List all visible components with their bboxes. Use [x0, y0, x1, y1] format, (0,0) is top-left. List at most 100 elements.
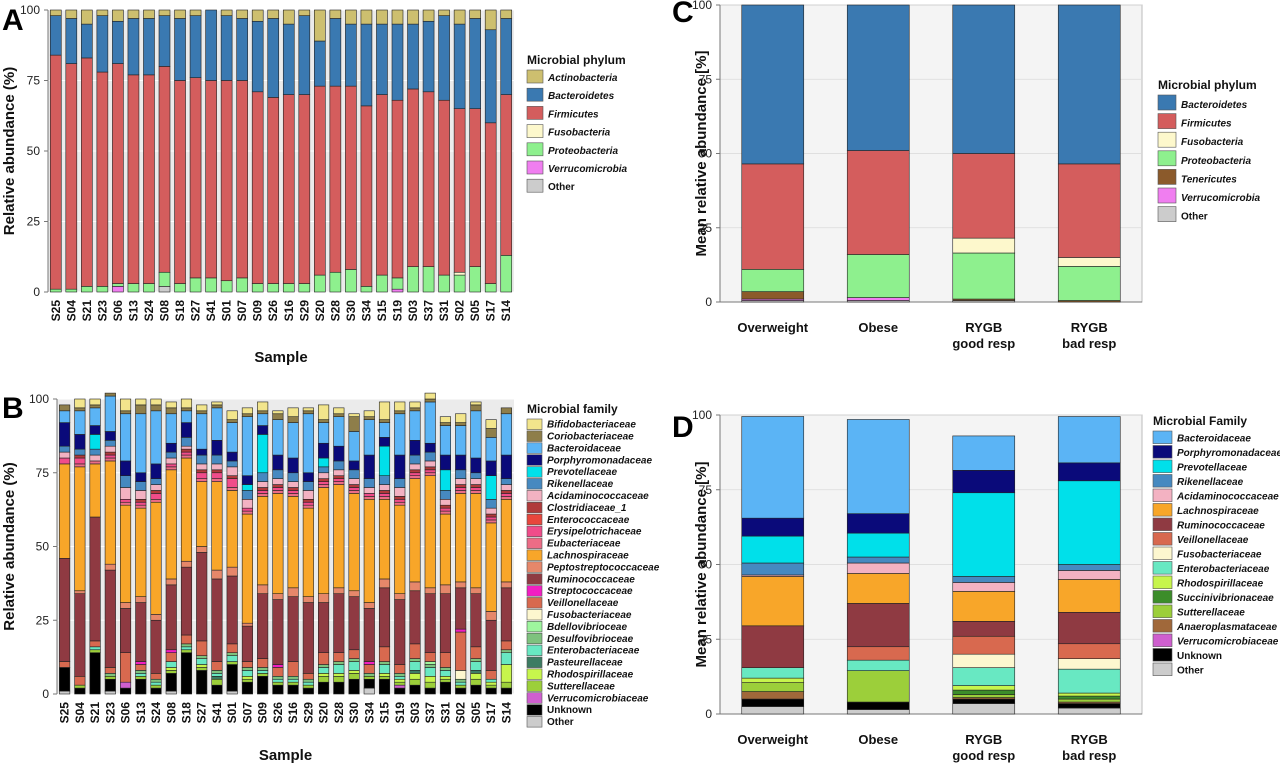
bar-segment-lachnospiraceae-s02: [455, 493, 467, 583]
bar-segment-bacteroidaceae-s03: [409, 410, 421, 441]
bar-segment-desulfovibrioceae-s07: [241, 667, 253, 671]
bar-segment-verrucomicrobia-s06: [112, 286, 124, 293]
bar-segment-coriobacteriaceae-s34: [363, 416, 375, 420]
bar-segment-coriobacteriaceae-s26: [272, 413, 284, 420]
bar-segment-bifidobacteriaceae-s24: [150, 398, 162, 406]
bar-segment-desulfovibrioceae-s03: [409, 658, 421, 662]
bar-segment-rhodospirillaceae-s27: [196, 664, 208, 668]
y-axis-title: Mean relative abundance [%]: [693, 462, 710, 668]
bar-segment-prevotellaceae-s09: [257, 434, 269, 474]
bar-segment-enterobacteriaceae-s16: [287, 678, 299, 683]
bar-segment-succinivibrionaceae-rygb-bad-resp: [1057, 695, 1121, 700]
bar-segment-acidaminococcaceae-s24: [150, 484, 162, 491]
bar-segment-rikenellaceae-s27: [196, 454, 208, 465]
bar-segment-unknown-s34: [363, 678, 375, 689]
x-tick-label: S06: [119, 702, 133, 724]
bar-segment-coriobacteriaceae-s23: [104, 392, 116, 397]
bar-segment-acidaminococcaceae-s20: [318, 472, 330, 479]
bar-segment-ruminococcaceae-s29: [302, 602, 314, 674]
bar-segment-bifidobacteriaceae-s04: [74, 398, 86, 409]
bar-segment-erysipelotrichaceae-s25: [59, 457, 71, 465]
bar-segment-erysipelotrichaceae-s24: [150, 493, 162, 500]
bar-segment-lachnospiraceae-s07: [241, 513, 253, 624]
bar-segment-firmicutes-s34: [360, 105, 373, 287]
bar-segment-unknown-s26: [272, 684, 284, 695]
x-tick-label: S25: [49, 300, 63, 322]
bar-segment-proteobacteria-s29: [298, 283, 311, 293]
legend-swatch-bdellovibrioceae: [526, 620, 543, 633]
bar-segment-bifidobacteriaceae-s03: [409, 401, 421, 409]
bar-segment-desulfovibrioceae-s23: [104, 673, 116, 677]
bar-segment-peptostreptococcaceae-s20: [318, 593, 330, 603]
bar-segment-peptostreptococcaceae-s30: [348, 590, 360, 597]
bar-segment-sutterellaceae-s17: [485, 684, 497, 689]
bar-segment-veillonellaceae-s23: [104, 667, 116, 674]
legend-label-clostridiaceae-1: Clostridiaceae_1: [547, 503, 627, 514]
legend-swatch-actinobacteria: [526, 69, 544, 84]
bar-segment-erysipelotrichaceae-s13: [135, 501, 147, 506]
bar-segment-firmicutes-overweight: [741, 163, 805, 270]
bar-segment-porphyromonadaceae-s23: [104, 431, 116, 441]
bar-segment-acidaminococcaceae-s17: [485, 507, 497, 515]
bar-segment-desulfovibrioceae-s14: [500, 649, 512, 654]
y-tick-label: 0: [705, 707, 712, 721]
bar-segment-actinobacteria-s27: [189, 9, 202, 16]
x-tick-label: S34: [359, 300, 373, 322]
bar-segment-porphyromonadaceae-s20: [318, 442, 330, 459]
bar-segment-firmicutes-s04: [65, 63, 78, 290]
y-axis-title: Mean relative abundance [%]: [693, 51, 710, 257]
bar-segment-enterobacteriaceae-rygb-good-resp: [952, 667, 1016, 686]
bar-segment-rhodospirillaceae-rygb-bad-resp: [1057, 692, 1121, 697]
bar-segment-veillonellaceae-s04: [74, 675, 86, 686]
bar-segment-prevotellaceae-s20: [318, 457, 330, 468]
x-tick-label: S21: [88, 702, 102, 724]
bar-segment-bacteroidetes-s04: [65, 18, 78, 64]
bar-segment-erysipelotrichaceae-s06: [120, 498, 132, 503]
bar-segment-firmicutes-s30: [345, 85, 357, 270]
bar-segment-porphyromonadaceae-s25: [59, 422, 71, 447]
legend-swatch-porphyromonadaceae: [526, 454, 543, 466]
bar-segment-actinobacteria-s16: [282, 9, 295, 25]
bar-segment-ruminococcaceae-s26: [272, 599, 284, 665]
bar-segment-acidaminococcaceae-s29: [302, 490, 314, 500]
y-tick-label: 50: [699, 147, 713, 161]
bar-segment-eubacteriaceae-s41: [211, 478, 223, 482]
bar-segment-eubacteriaceae-s29: [302, 504, 314, 509]
bar-segment-clostridiaceae-1-s09: [257, 487, 269, 491]
legend-swatch-peptostreptococcaceae: [526, 561, 543, 573]
legend-label-tenericutes: Tenericutes: [1181, 174, 1237, 185]
bar-segment-clostridiaceae-1-s14: [500, 490, 512, 494]
bar-segment-fusobacteriaceae-rygb-bad-resp: [1057, 658, 1121, 670]
legend-label-verrucomicrobiaceae: Verrucomicrobiaceae: [547, 693, 649, 704]
bar-segment-desulfovibrioceae-s02: [455, 678, 467, 683]
bar-segment-ruminococcaceae-s01: [226, 575, 238, 645]
legend-label-veillonellaceae: Veillonellaceae: [1177, 535, 1249, 546]
bar-segment-peptostreptococcaceae-s03: [409, 581, 421, 592]
bar-segment-peptostreptococcaceae-s15: [378, 578, 391, 589]
bar-segment-pasteurellaceae-s03: [409, 670, 421, 674]
bar-segment-lachnospiraceae-s17: [485, 522, 497, 612]
legend-swatch-sutterellaceae: [1152, 604, 1173, 618]
bar-segment-rhodospirillaceae-s19: [394, 678, 406, 683]
bar-segment-proteobacteria-s16: [282, 283, 295, 293]
bar-segment-bifidobacteriaceae-s17: [485, 419, 497, 429]
bar-segment-desulfovibrioceae-s24: [150, 678, 162, 683]
bar-segment-sutterellaceae-s18: [180, 649, 193, 654]
legend-swatch-other: [526, 178, 544, 193]
bar-segment-unknown-s19: [394, 687, 406, 695]
bar-segment-rikenellaceae-s08: [165, 451, 177, 459]
y-tick-label: 100: [692, 408, 712, 422]
legend-title: Microbial phylum: [1158, 78, 1257, 92]
legend-label-fusobacteriaceae: Fusobacteriaceae: [1177, 550, 1262, 561]
bar-segment-ruminococcaceae-s41: [211, 578, 223, 662]
bar-segment-sutterellaceae-s01: [226, 661, 238, 665]
bar-segment-peptostreptococcaceae-s28: [333, 587, 345, 594]
bar-segment-coriobacteriaceae-s20: [318, 419, 330, 423]
y-tick-label: 25: [699, 221, 713, 235]
bar-segment-bifidobacteriaceae-s06: [120, 398, 132, 412]
bar-segment-lachnospiraceae-s25: [59, 463, 71, 559]
bar-segment-rikenellaceae-s04: [74, 448, 86, 456]
bar-segment-actinobacteria-s18: [174, 9, 186, 19]
bar-segment-firmicutes-s41: [205, 80, 217, 279]
